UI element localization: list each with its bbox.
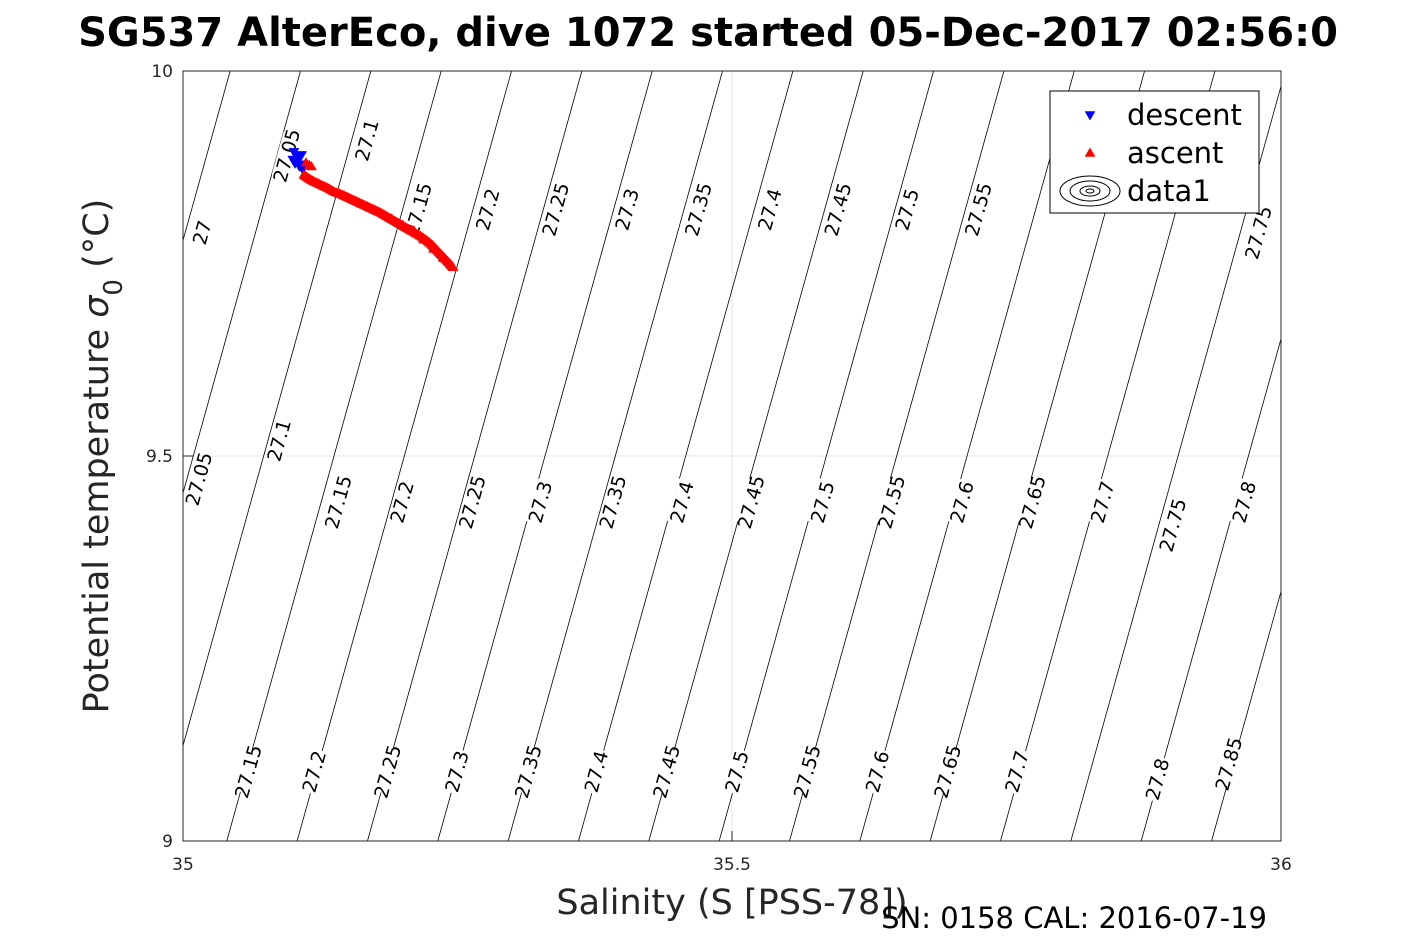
contour-label-bg xyxy=(1229,478,1261,527)
contour-label-bg xyxy=(807,478,839,527)
contour-label-bg xyxy=(540,185,572,234)
contour-line xyxy=(578,71,794,841)
data-points xyxy=(287,148,459,272)
axis-ticks: 35 35.5 36 9 9.5 10 xyxy=(146,62,1292,875)
contour-label-bg xyxy=(457,478,489,527)
contour-line xyxy=(507,71,723,841)
ascent-point xyxy=(446,260,458,271)
contour-label-bg xyxy=(403,185,435,234)
contour-label-bg xyxy=(947,478,979,527)
contour-label-bg xyxy=(581,747,613,796)
ascent-point xyxy=(418,234,429,244)
contour-label-bg xyxy=(525,478,557,527)
legend-contour-icon xyxy=(1069,180,1111,202)
legend-item-descent: descent xyxy=(1084,98,1242,132)
contour-label-bg xyxy=(299,747,331,796)
y-axis-label-main: Potential temperature xyxy=(77,318,117,714)
y-tick-label: 10 xyxy=(151,62,173,82)
contour-line xyxy=(648,71,864,841)
contour-line xyxy=(718,71,934,841)
contour-label-bg xyxy=(1001,747,1034,796)
serial-calibration-text: SN: 0158 CAL: 2016-07-19 xyxy=(881,901,1267,935)
legend-label-ascent: ascent xyxy=(1127,136,1223,170)
contour-line xyxy=(183,71,301,495)
contour-label-bg xyxy=(612,185,644,234)
contour-line xyxy=(859,71,1075,841)
contour-label-bg xyxy=(264,416,296,465)
y-axis-label-symbol: σ xyxy=(77,294,117,318)
y-axis-label-unit: (°C) xyxy=(77,199,117,279)
contour-label-bg xyxy=(441,747,474,796)
contour-line xyxy=(437,71,653,841)
y-axis-label: Potential temperature σ0 (°C) xyxy=(77,199,129,714)
contour-label-bg xyxy=(1213,740,1245,788)
descent-point xyxy=(289,159,301,169)
contour-label-bg xyxy=(667,478,699,527)
contour-label-bg xyxy=(271,131,303,180)
contour-line xyxy=(1211,590,1281,841)
contour-label-bg xyxy=(1243,208,1275,257)
density-contours xyxy=(183,71,1281,841)
series-ascent xyxy=(298,157,459,272)
contour-line xyxy=(183,71,372,748)
contour-line xyxy=(226,71,442,841)
y-tick-label: 9 xyxy=(162,832,173,852)
contour-label-bg xyxy=(1142,755,1174,804)
contour-label-bg xyxy=(1017,478,1049,527)
contour-label-bg xyxy=(792,747,824,796)
legend-marker-ascent xyxy=(1084,147,1096,157)
contour-label-bg xyxy=(1157,501,1189,550)
contour-label-bg xyxy=(183,455,216,503)
contour-label-bg xyxy=(372,747,404,796)
contour-line xyxy=(296,71,512,841)
contour-label-bg xyxy=(721,747,754,796)
contour-label-bg xyxy=(323,478,355,527)
legend-contour-icon xyxy=(1079,185,1101,197)
contour-label-bg xyxy=(683,185,715,234)
x-axis-label: Salinity (S [PSS-78]) xyxy=(556,883,907,923)
legend-contour-icon xyxy=(1085,188,1095,194)
contour-label-bg xyxy=(513,747,545,796)
contour-label-bg xyxy=(892,185,924,234)
contour-label-bg xyxy=(187,208,219,257)
contour-label-bg xyxy=(351,116,383,165)
contour-line xyxy=(789,71,1005,841)
contour-label-bg xyxy=(472,185,504,234)
ascent-point xyxy=(427,243,439,253)
contour-label-bg xyxy=(754,185,786,234)
contour-label-bg xyxy=(876,478,908,527)
contour-label-bg xyxy=(387,478,419,527)
descent-point xyxy=(296,151,308,161)
x-tick-label: 35 xyxy=(172,855,194,875)
contour-line xyxy=(1140,337,1281,841)
legend: descent ascent data1 xyxy=(1049,90,1260,214)
x-tick-label: 35.5 xyxy=(713,855,751,875)
legend-label-descent: descent xyxy=(1127,98,1242,132)
legend-contour-icon xyxy=(1059,175,1121,207)
contour-line xyxy=(367,71,583,841)
contour-label-bg xyxy=(736,478,768,527)
contour-label-bg xyxy=(822,185,855,234)
y-axis-label-subscript: 0 xyxy=(99,279,129,296)
contour-label-bg xyxy=(963,185,995,234)
y-tick-label: 9.5 xyxy=(146,447,173,467)
legend-item-data1: data1 xyxy=(1059,174,1211,208)
contour-line xyxy=(183,71,231,242)
contour-label-bg xyxy=(233,747,265,796)
legend-item-ascent: ascent xyxy=(1084,136,1223,170)
contour-label-bg xyxy=(932,747,964,796)
contour-label-bg xyxy=(862,747,894,796)
x-tick-label: 36 xyxy=(1270,855,1292,875)
ascent-point xyxy=(437,252,449,262)
contour-label-bg xyxy=(651,747,683,796)
contour-label-bg xyxy=(597,478,629,527)
legend-marker-descent xyxy=(1084,111,1096,121)
ascent-point xyxy=(306,160,317,171)
contour-label-bg xyxy=(1087,478,1119,527)
legend-label-data1: data1 xyxy=(1127,174,1211,208)
chart-title: SG537 AlterEco, dive 1072 started 05-Dec… xyxy=(78,10,1338,56)
